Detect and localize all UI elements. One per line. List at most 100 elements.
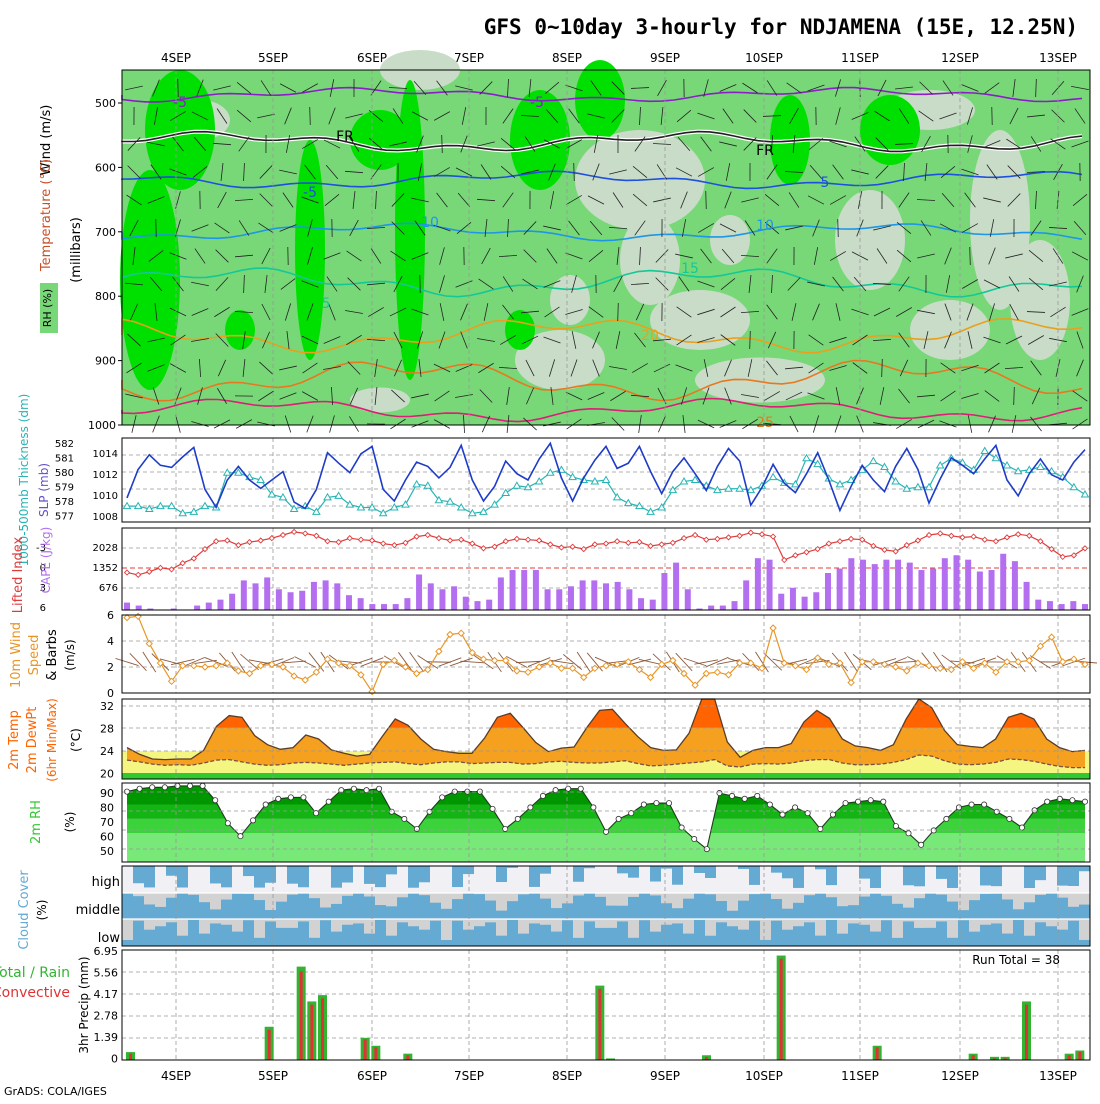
cloud-low-cell xyxy=(1002,934,1013,946)
cloud-middle-cell xyxy=(166,898,177,919)
cape-bar xyxy=(124,603,130,610)
cloud-middle-cell xyxy=(430,903,441,919)
lifted-index-tick: 6 xyxy=(40,603,46,614)
contour-label: 5 xyxy=(322,296,331,312)
cape-bar xyxy=(217,600,223,610)
cloud-high-cell xyxy=(936,866,947,879)
cloud-high-cell xyxy=(452,866,463,887)
precip-convective-bar xyxy=(780,959,783,1060)
slp-tick: 1012 xyxy=(93,470,118,481)
cloud-low-cell xyxy=(562,920,573,946)
cape-bar xyxy=(1082,604,1088,610)
cape-bar xyxy=(883,560,889,610)
cloud-low-cell xyxy=(584,921,595,946)
cloud-middle-cell xyxy=(474,894,485,919)
date-label-top: 11SEP xyxy=(841,51,879,65)
rh2m-axis-label: 2m RH xyxy=(29,800,44,844)
rh-marker xyxy=(427,809,432,814)
cloud-middle-cell xyxy=(320,908,331,919)
cape-bar xyxy=(556,589,562,610)
cloud-low-cell xyxy=(881,920,892,946)
thickness-tick: 579 xyxy=(55,483,74,494)
date-label-bottom: 8SEP xyxy=(552,1069,582,1083)
cloud-middle-cell xyxy=(771,899,782,919)
cloud-high-cell xyxy=(1079,866,1090,871)
cloud-low-cell xyxy=(727,926,738,946)
cloud-low-cell xyxy=(859,925,870,946)
upper-ytick: 1000 xyxy=(88,419,116,432)
cape-bar xyxy=(1000,554,1006,610)
cloud-high-cell xyxy=(265,866,276,883)
cloud-low-cell xyxy=(331,932,342,946)
rh-marker xyxy=(200,783,205,788)
cape-bar xyxy=(661,573,667,610)
cloud-low-cell xyxy=(738,930,749,946)
run-total-label: Run Total = 38 xyxy=(972,953,1060,967)
cloud-high-cell xyxy=(628,866,639,878)
contour-label: 25 xyxy=(756,415,774,431)
cloud-high-cell xyxy=(133,866,144,883)
cloud-high-cell xyxy=(419,866,430,882)
cloud-middle-cell xyxy=(1079,905,1090,919)
cape-bar xyxy=(720,606,726,610)
cloud-high-cell xyxy=(177,866,188,888)
cloud-low-cell xyxy=(914,928,925,946)
cloud-low-cell xyxy=(617,921,628,946)
cloud-high-cell xyxy=(298,866,309,887)
cloud-high-cell xyxy=(331,866,342,888)
slp-tick: 1010 xyxy=(93,491,118,502)
dewpoint-axis-label: 2m DewPt xyxy=(25,707,40,774)
rh-marker xyxy=(137,786,142,791)
thickness-tick: 581 xyxy=(55,454,74,465)
cloud-low-cell xyxy=(639,920,650,946)
cape-bar xyxy=(229,594,235,610)
cloud-middle-cell xyxy=(177,893,188,919)
cloud-middle-cell xyxy=(1013,909,1024,919)
cloud-middle-cell xyxy=(650,895,661,919)
rh-marker xyxy=(250,818,255,823)
rh-light-region xyxy=(835,190,905,290)
cloud-low-cell xyxy=(925,928,936,946)
cloud-low-cell xyxy=(452,921,463,946)
rh-marker xyxy=(843,801,848,806)
rh2m-units-label: (%) xyxy=(63,812,77,833)
cloud-middle-cell xyxy=(1068,907,1079,919)
cloud-high-cell xyxy=(903,866,914,885)
cape-bar xyxy=(580,580,586,610)
contour-label: FR xyxy=(336,129,354,145)
cloud-low-cell xyxy=(353,923,364,946)
cape-bar xyxy=(568,586,574,610)
cloud-high-cell xyxy=(650,866,661,882)
cape-bar xyxy=(965,560,971,610)
rh-bright-region xyxy=(120,170,180,390)
cape-bar xyxy=(837,569,843,610)
upper-ytick: 900 xyxy=(95,355,116,368)
date-label-top: 12SEP xyxy=(941,51,979,65)
cape-bar xyxy=(194,606,200,610)
cloud-high-cell xyxy=(166,866,177,876)
cape-bar xyxy=(989,570,995,610)
precip-convective-bar xyxy=(310,1005,313,1060)
rh-marker xyxy=(654,801,659,806)
cloud-low-cell xyxy=(232,932,243,946)
cape-bar xyxy=(486,600,492,610)
cloud-high-cell xyxy=(1024,866,1035,888)
cloud-middle-cell xyxy=(199,902,210,919)
cloud-middle-cell xyxy=(529,893,540,919)
cloud-level-label: low xyxy=(98,931,121,946)
wind10-barbs-label: & Barbs xyxy=(45,629,60,681)
cloud-middle-cell xyxy=(342,896,353,919)
cloud-low-cell xyxy=(606,928,617,946)
cloud-middle-cell xyxy=(859,897,870,919)
cloud-high-cell xyxy=(1057,866,1068,886)
cloud-middle-cell xyxy=(331,904,342,919)
rh-marker xyxy=(301,795,306,800)
date-label-bottom: 4SEP xyxy=(161,1069,191,1083)
cloud-low-cell xyxy=(474,926,485,946)
cape-bar xyxy=(790,588,796,610)
cape-bar xyxy=(953,555,959,610)
cape-bar xyxy=(346,595,352,610)
rh-marker xyxy=(944,816,949,821)
cloud-low-cell xyxy=(276,928,287,946)
cape-bar xyxy=(463,597,469,610)
